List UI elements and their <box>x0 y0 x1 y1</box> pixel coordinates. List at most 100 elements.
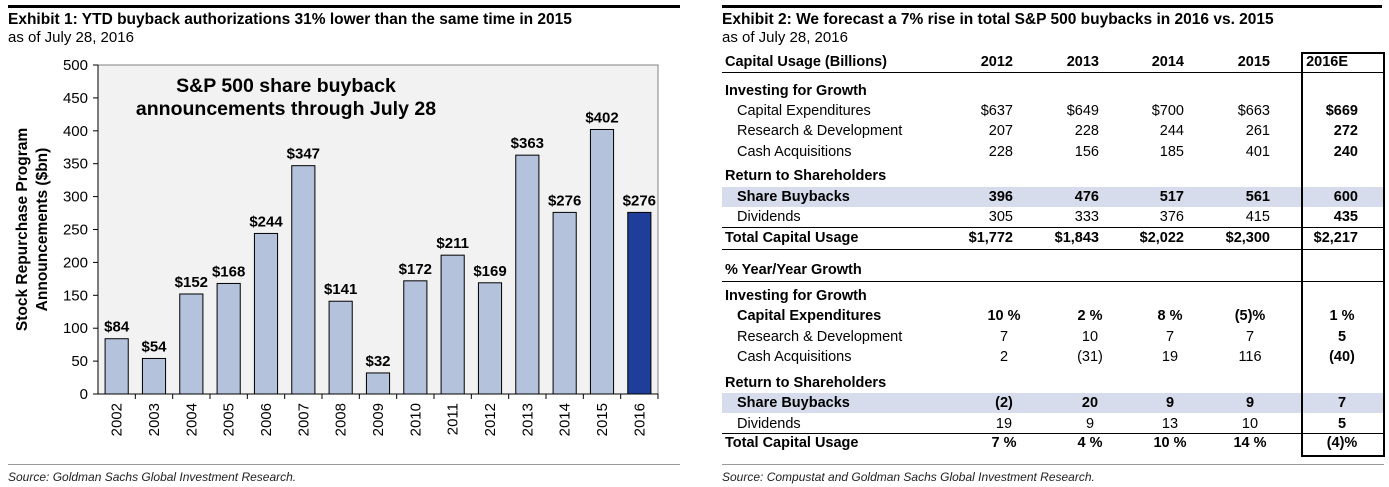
cell: 7 <box>1337 395 1347 411</box>
table-row-highlighted: Share Buybacks 396 476 517 561 600 <box>722 187 1384 207</box>
cell: 376 <box>1159 209 1184 225</box>
table-row: Cash Acquisitions 2 (31) 19 116 (40) <box>722 347 1384 367</box>
exhibit1: Exhibit 1: YTD buyback authorizations 31… <box>0 0 690 487</box>
data-label-2003: $54 <box>141 338 167 355</box>
x-tick-label-2009: 2009 <box>370 403 387 436</box>
section-label: Return to Shareholders <box>725 168 887 184</box>
cell: 228 <box>988 144 1013 160</box>
cell: 5 <box>1337 329 1347 345</box>
cell: 9 <box>1085 416 1095 432</box>
y-tick-label: 500 <box>63 57 88 74</box>
cell: 228 <box>1074 123 1099 139</box>
cell: $649 <box>1066 103 1099 119</box>
exhibit2-source: Source: Compustat and Goldman Sachs Glob… <box>722 470 1095 484</box>
data-label-2008: $141 <box>324 281 357 298</box>
data-label-2014: $276 <box>548 192 581 209</box>
bar-2005 <box>216 282 241 395</box>
divider <box>722 281 1384 282</box>
divider <box>722 249 1384 250</box>
row-label: Capital Expenditures <box>737 308 882 324</box>
cell: 20 <box>1081 395 1099 411</box>
divider <box>722 72 1384 73</box>
cell: 396 <box>988 189 1013 205</box>
cell: $1,772 <box>968 230 1013 246</box>
row-label: Dividends <box>737 209 801 225</box>
y-tick-label: 450 <box>63 90 88 107</box>
cell: 9 <box>1165 395 1175 411</box>
year-header: 2012 <box>980 54 1013 70</box>
cell: 7 <box>999 329 1009 345</box>
year-header: 2013 <box>1066 54 1099 70</box>
cell: 10 <box>1241 416 1259 432</box>
y-tick-label: 200 <box>63 254 88 271</box>
cell: 561 <box>1245 189 1270 205</box>
cell: 9 <box>1245 395 1255 411</box>
cell: 116 <box>1238 349 1262 365</box>
x-tick-label-2012: 2012 <box>482 403 499 436</box>
cell: 401 <box>1245 144 1270 160</box>
row-label: Research & Development <box>737 329 903 345</box>
x-tick-label-2010: 2010 <box>407 403 424 436</box>
cell: 19 <box>995 416 1013 432</box>
x-tick-label-2013: 2013 <box>519 403 536 436</box>
section-row: Return to Shareholders <box>722 373 1384 393</box>
table-row: Capital Expenditures 10 % 2 % 8 % (5)% 1… <box>722 306 1384 326</box>
cell: 4 % <box>1077 435 1103 451</box>
divider <box>722 433 1384 434</box>
exhibit2-subtitle: as of July 28, 2016 <box>722 29 848 46</box>
y-tick-label: 300 <box>63 189 88 206</box>
bar-2004 <box>179 293 204 395</box>
x-tick-label-2002: 2002 <box>109 403 126 436</box>
section-row: % Year/Year Growth <box>722 260 1384 280</box>
cell: 185 <box>1159 144 1184 160</box>
y-tick-label: 250 <box>63 222 88 239</box>
bar-2006 <box>253 232 279 395</box>
cell: (31) <box>1077 349 1103 365</box>
row-label: Share Buybacks <box>737 189 850 205</box>
cell: 272 <box>1333 123 1358 139</box>
table-row: Dividends 305 333 376 415 435 <box>722 207 1384 227</box>
bar-2012 <box>477 282 503 395</box>
source-divider <box>8 464 680 465</box>
bar-2008 <box>328 300 353 395</box>
cell: (40) <box>1329 349 1355 365</box>
cell: 14 % <box>1233 435 1267 451</box>
source-divider <box>722 464 1384 465</box>
table-header-row: Capital Usage (Billions) 2012 2013 2014 … <box>722 52 1384 72</box>
y-tick-label: 0 <box>80 386 88 403</box>
x-tick-label-2016: 2016 <box>631 403 648 436</box>
y-tick-label: 50 <box>71 353 88 370</box>
cell: $700 <box>1151 103 1184 119</box>
x-tick-label-2003: 2003 <box>146 403 163 436</box>
cell: (4)% <box>1326 435 1358 451</box>
bar-2016 <box>627 211 652 395</box>
section-row: Return to Shareholders <box>722 166 1384 186</box>
y-axis-label-line2: Announcements ($bn) <box>34 148 51 312</box>
cell: $2,022 <box>1139 230 1184 246</box>
cell: $2,300 <box>1225 230 1270 246</box>
table-row-highlighted: Share Buybacks (2) 20 9 9 7 <box>722 393 1384 413</box>
growth-header: % Year/Year Growth <box>725 262 862 278</box>
data-label-2012: $169 <box>473 263 506 280</box>
bar-2007 <box>291 165 316 395</box>
table-row: Research & Development 7 10 7 7 5 <box>722 327 1384 347</box>
row-label: Dividends <box>737 416 801 432</box>
cell: 415 <box>1245 209 1270 225</box>
capital-usage-table: Capital Usage (Billions) 2012 2013 2014 … <box>722 52 1385 457</box>
cell: $637 <box>980 103 1013 119</box>
cell: $1,843 <box>1054 230 1099 246</box>
cell: 8 % <box>1157 308 1183 324</box>
exhibit2: Exhibit 2: We forecast a 7% rise in tota… <box>717 0 1389 487</box>
y-tick-label: 150 <box>63 287 88 304</box>
exhibit2-title: Exhibit 2: We forecast a 7% rise in tota… <box>722 5 1382 29</box>
data-label-2015: $402 <box>585 109 618 126</box>
cell: 476 <box>1074 189 1099 205</box>
cell: 7 <box>1245 329 1255 345</box>
total-row: Total Capital Usage 7 % 4 % 10 % 14 % (4… <box>722 433 1384 453</box>
data-label-2011: $211 <box>436 235 469 252</box>
data-label-2004: $152 <box>175 274 208 291</box>
x-tick-label-2005: 2005 <box>221 403 238 436</box>
year-header: 2014 <box>1151 54 1184 70</box>
cell: 156 <box>1074 144 1099 160</box>
cell: 10 % <box>987 308 1021 324</box>
